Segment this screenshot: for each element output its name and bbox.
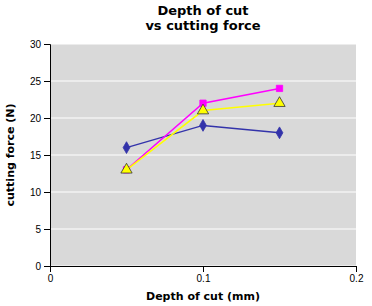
plot: 0 0.1 0.2 0 5 10 15 20 25 30 — [30, 39, 364, 284]
tick: 30 — [30, 39, 50, 50]
tick-mark — [44, 118, 50, 119]
tick-mark — [44, 81, 50, 82]
axis-line — [51, 267, 357, 273]
tick-label: 0.1 — [197, 273, 211, 284]
tick-label: 20 — [30, 113, 42, 124]
series-line — [127, 103, 280, 170]
point — [123, 142, 130, 154]
tick-mark — [203, 266, 204, 272]
tick: 0 — [35, 261, 50, 272]
tick-label: 15 — [30, 150, 42, 161]
tick: 15 — [30, 150, 50, 161]
series-points — [123, 120, 283, 154]
chart: 0 0.1 0.2 0 5 10 15 20 25 30 Depth of cutvs cuttin… — [0, 0, 372, 306]
grid-line — [50, 81, 356, 82]
y-axis: 0 5 10 15 20 25 30 — [30, 39, 51, 272]
tick-label: 0.2 — [350, 273, 364, 284]
tick-mark — [44, 266, 50, 267]
tick-mark — [44, 44, 50, 45]
point — [200, 120, 207, 132]
grid-line — [50, 44, 356, 45]
y-axis-label: cutting force (N) — [4, 103, 17, 206]
grid-line — [50, 229, 356, 230]
point — [274, 97, 285, 107]
tick-mark — [44, 229, 50, 230]
tick: 5 — [35, 224, 50, 235]
tick-label: 25 — [30, 76, 42, 87]
tick: 20 — [30, 113, 50, 124]
series-points — [123, 85, 282, 173]
axis-line — [44, 45, 51, 267]
x-axis: 0 0.1 0.2 — [48, 266, 364, 284]
tick: 25 — [30, 76, 50, 87]
tick-mark — [44, 155, 50, 156]
series-group — [121, 85, 285, 173]
point — [276, 85, 282, 91]
x-axis-label: Depth of cut (mm) — [146, 290, 260, 303]
point — [121, 163, 132, 173]
point — [197, 104, 208, 114]
tick-label: 30 — [30, 39, 42, 50]
grid-line — [50, 192, 356, 193]
tick-label: 0 — [48, 273, 54, 284]
tick: 10 — [30, 187, 50, 198]
tick: 0.2 — [350, 266, 364, 284]
series-points — [121, 97, 285, 173]
title: Depth of cutvs cutting force — [145, 3, 260, 33]
tick-mark — [44, 192, 50, 193]
point — [276, 127, 283, 139]
grid-line — [50, 155, 356, 156]
tick-label: 5 — [35, 224, 41, 235]
tick: 0 — [48, 266, 54, 284]
tick-mark — [356, 266, 357, 272]
grid-line — [50, 118, 356, 119]
y-grid — [50, 44, 356, 266]
series-line — [127, 88, 280, 169]
tick-label: 10 — [30, 187, 42, 198]
plot-background — [50, 44, 356, 266]
tick-label: 0 — [35, 261, 41, 272]
tick: 0.1 — [197, 266, 211, 284]
